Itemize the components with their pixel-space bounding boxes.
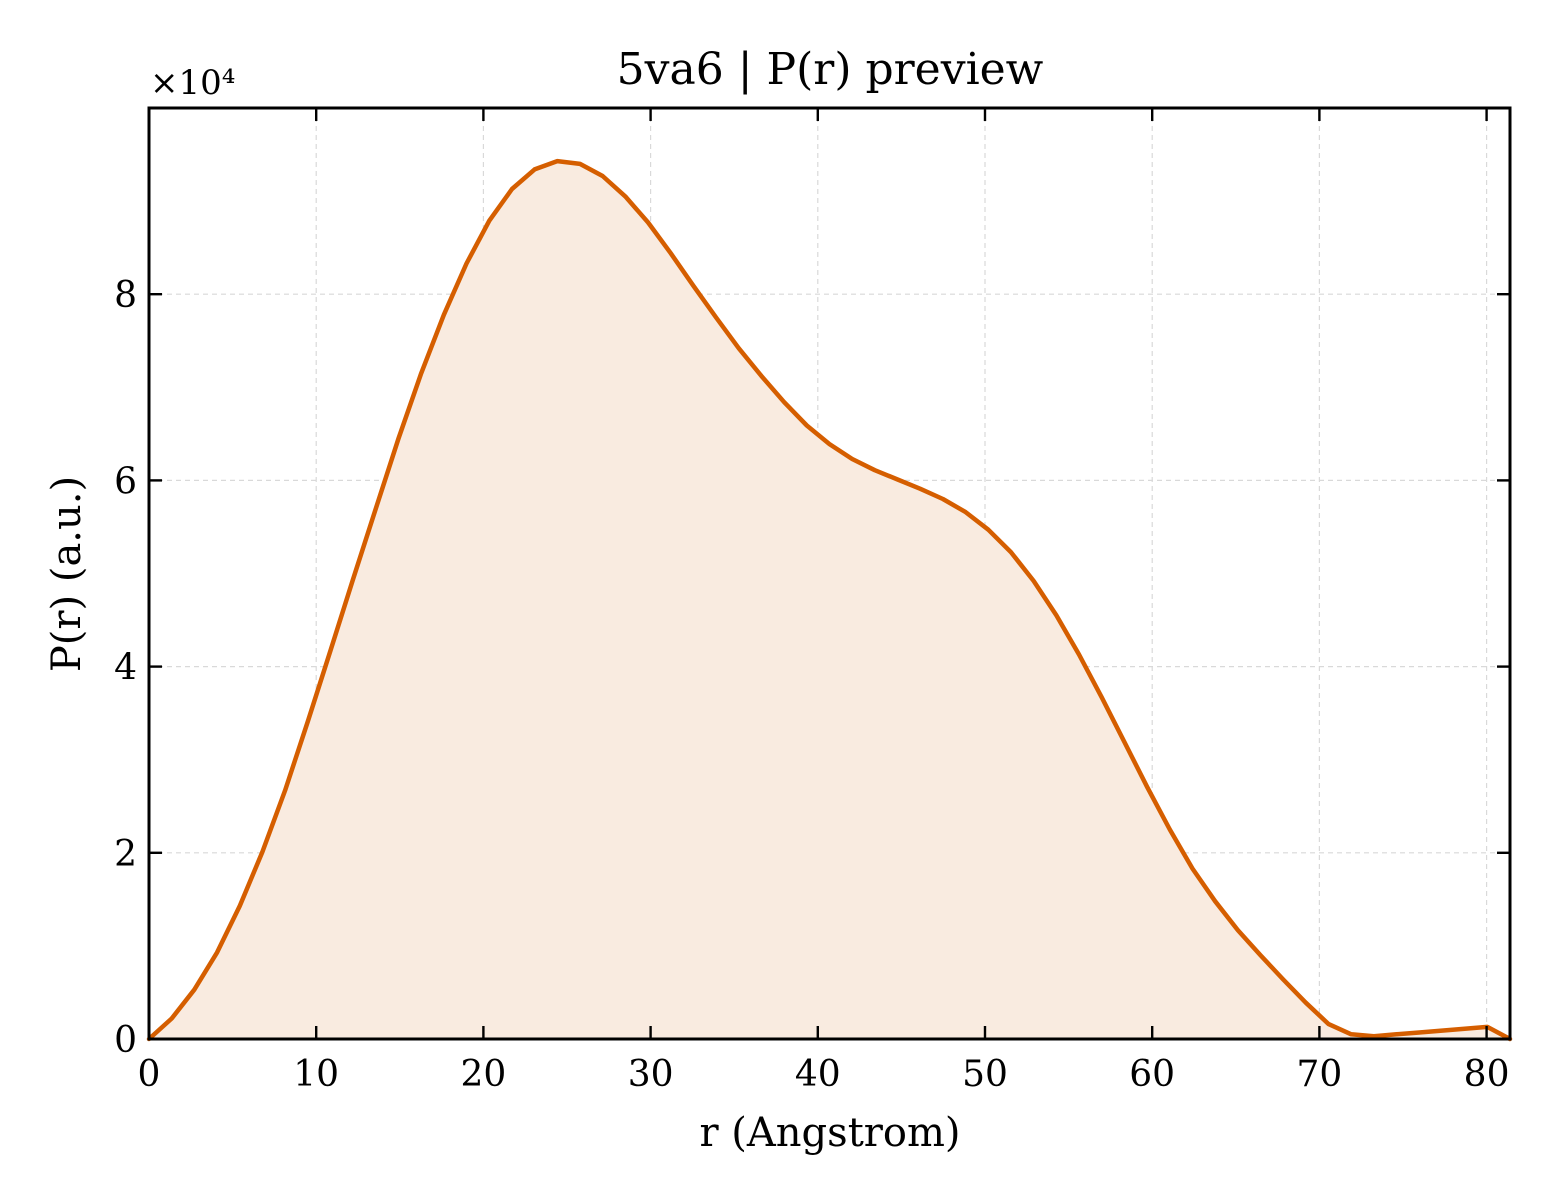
pr-series-line [146,158,1513,1042]
plot-frame [147,106,1512,1041]
x-tick-label: 60 [1129,1054,1175,1095]
x-tick-label: 0 [138,1054,161,1095]
y-axis-offset-text: ×10⁴ [150,63,235,103]
x-tick-label: 30 [628,1054,674,1095]
x-axis-label: r (Angstrom) [699,1110,960,1156]
x-tick-label: 40 [795,1054,841,1095]
y-tick-label: 0 [114,1020,137,1061]
x-tick-label: 10 [293,1054,339,1095]
x-axis-ticks: 0 10 20 30 40 50 60 70 80 [138,108,1510,1095]
y-tick-label: 8 [114,275,137,316]
pr-area-fill [149,161,1510,1040]
x-tick-label: 80 [1464,1054,1510,1095]
chart-title: 5va6 | P(r) preview [617,44,1044,95]
y-tick-label: 2 [114,834,137,875]
y-axis-label: P(r) (a.u.) [44,476,90,672]
y-tick-label: 6 [114,461,137,502]
x-tick-label: 70 [1296,1054,1342,1095]
x-tick-label: 20 [460,1054,506,1095]
y-axis-ticks: 0 2 4 6 8 [114,275,1510,1061]
x-tick-label: 50 [962,1054,1008,1095]
y-tick-label: 4 [114,648,137,689]
